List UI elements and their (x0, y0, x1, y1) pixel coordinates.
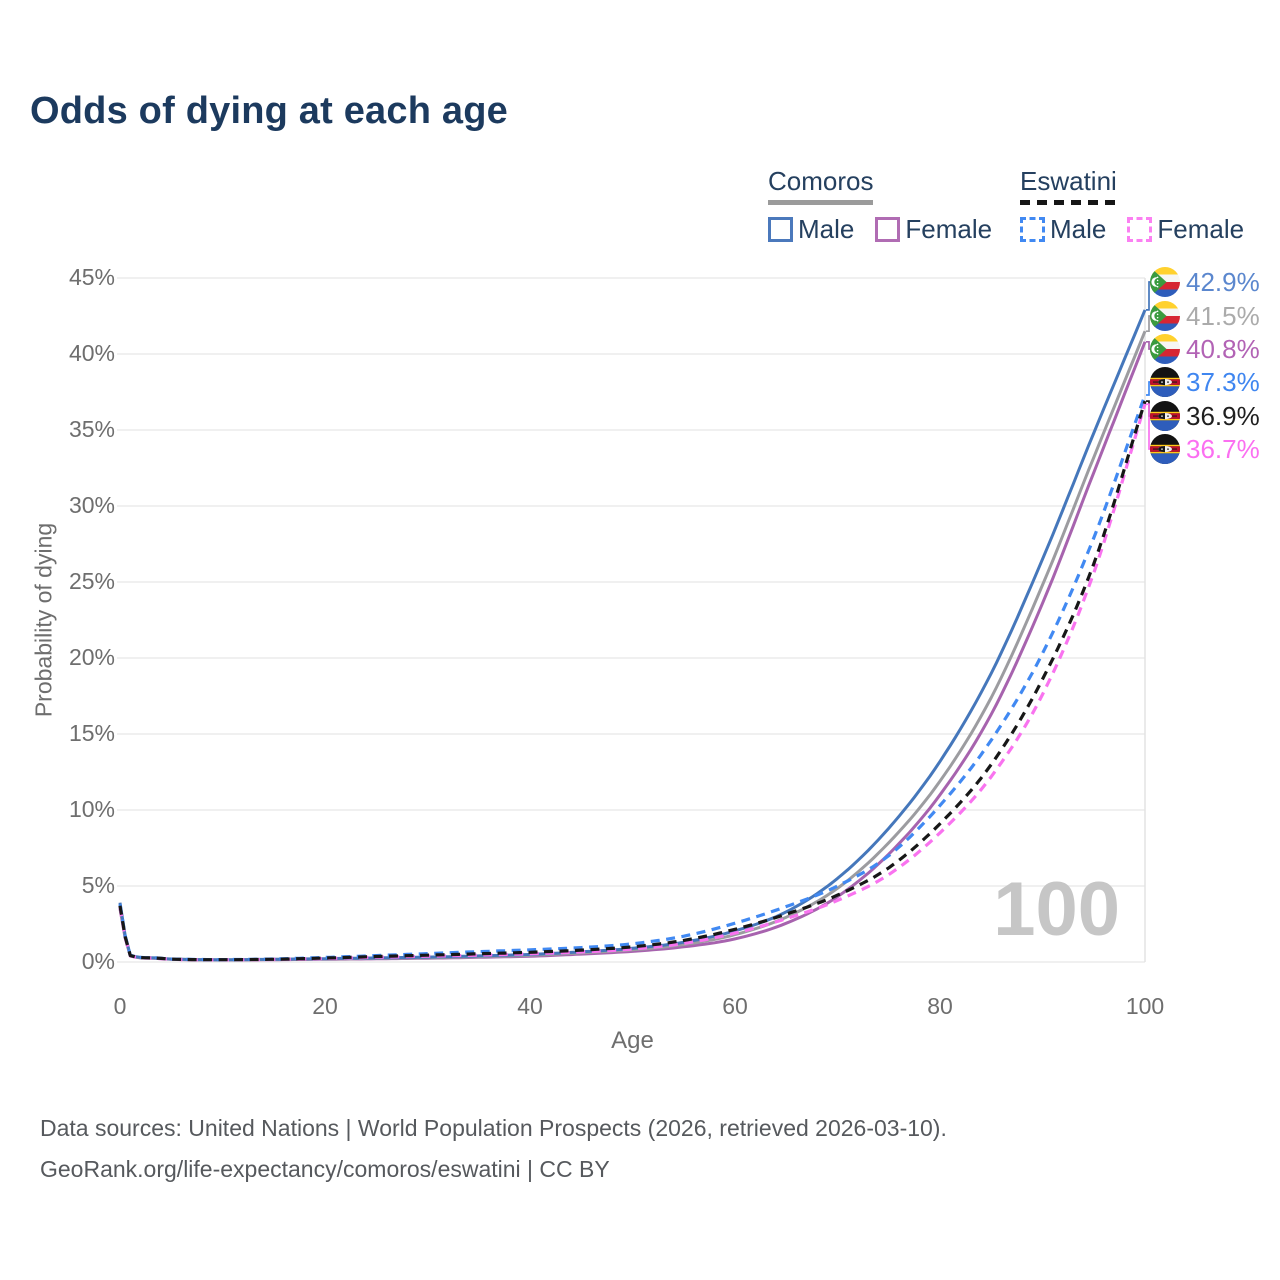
footer-attribution: GeoRank.org/life-expectancy/comoros/eswa… (40, 1155, 610, 1182)
series-line-comoros-both[interactable] (118, 330, 1147, 962)
legend-item-eswatini-male[interactable]: Male (1020, 214, 1106, 245)
end-label-value: 42.9% (1186, 267, 1260, 297)
legend-item-comoros-male[interactable]: Male (768, 214, 854, 245)
comoros-flag-icon (1150, 301, 1180, 331)
comoros-solid-line-swatch-icon (768, 200, 873, 205)
y-tick-label: 25% (68, 568, 115, 594)
series-end-label-eswatini-both: 36.9% (1150, 401, 1260, 431)
footer: Data sources: United Nations | World Pop… (40, 1108, 947, 1190)
eswatini-male-swatch-icon (1020, 217, 1045, 242)
legend-group-comoros: Comoros Male Female (768, 166, 1013, 245)
y-tick-label: 35% (68, 416, 115, 442)
legend-item-label: Male (798, 214, 855, 244)
y-tick-label: 0% (81, 948, 115, 974)
legend-group-eswatini: Eswatini Male Female (1020, 166, 1265, 245)
y-tick-label: 20% (68, 644, 115, 670)
series-line-eswatini-male[interactable] (118, 394, 1147, 962)
y-tick-label: 10% (68, 796, 115, 822)
series-line-comoros-female[interactable] (118, 341, 1147, 962)
y-tick-label: 15% (68, 720, 115, 746)
comoros-flag-icon (1150, 334, 1180, 364)
end-label-value: 36.7% (1186, 434, 1260, 464)
age-watermark: 100 (993, 867, 1120, 952)
legend-item-label: Male (1050, 214, 1107, 244)
eswatini-flag-icon (1150, 434, 1180, 464)
comoros-female-swatch-icon (875, 217, 901, 242)
series-line-comoros-male[interactable] (118, 309, 1147, 962)
x-axis-title: Age (611, 1027, 654, 1054)
x-tick-label: 20 (312, 993, 338, 1019)
comoros-male-swatch-icon (768, 217, 793, 242)
eswatini-female-swatch-icon (1127, 217, 1153, 242)
eswatini-flag-icon (1150, 367, 1180, 397)
legend-item-label: Female (905, 214, 993, 244)
series-line-eswatini-female[interactable] (118, 403, 1147, 962)
comoros-flag-icon (1150, 267, 1180, 297)
y-axis-title: Probability of dying (30, 522, 57, 718)
end-label-value: 40.8% (1186, 334, 1260, 364)
x-tick-label: 100 (1125, 993, 1165, 1019)
x-tick-label: 40 (517, 993, 543, 1019)
legend-group-title-eswatini: Eswatini (1020, 166, 1117, 196)
end-label-value: 36.9% (1186, 401, 1260, 431)
series-end-label-comoros-male: 42.9% (1150, 267, 1260, 297)
series-end-label-eswatini-male: 37.3% (1150, 367, 1260, 397)
series-end-label-comoros-both: 41.5% (1150, 301, 1260, 331)
legend-group-title-comoros: Comoros (768, 166, 874, 196)
end-label-value: 37.3% (1186, 367, 1260, 397)
page-title: Odds of dying at each age (30, 90, 508, 132)
x-tick-label: 0 (113, 993, 127, 1019)
end-label-value: 41.5% (1186, 301, 1260, 331)
footer-data-sources: Data sources: United Nations | World Pop… (40, 1115, 947, 1141)
y-tick-label: 45% (68, 264, 115, 290)
series-end-label-comoros-female: 40.8% (1150, 334, 1260, 364)
series-end-label-eswatini-female: 36.7% (1150, 434, 1260, 464)
y-tick-label: 40% (68, 340, 115, 366)
eswatini-flag-icon (1150, 401, 1180, 431)
eswatini-dashed-line-swatch-icon (1020, 200, 1119, 205)
y-tick-label: 30% (68, 492, 115, 518)
y-tick-label: 5% (81, 872, 115, 898)
x-tick-label: 60 (722, 993, 748, 1019)
legend-item-label: Female (1157, 214, 1245, 244)
legend-item-comoros-female[interactable]: Female (875, 214, 992, 245)
legend-item-eswatini-female[interactable]: Female (1127, 214, 1244, 245)
x-tick-label: 80 (927, 993, 953, 1019)
